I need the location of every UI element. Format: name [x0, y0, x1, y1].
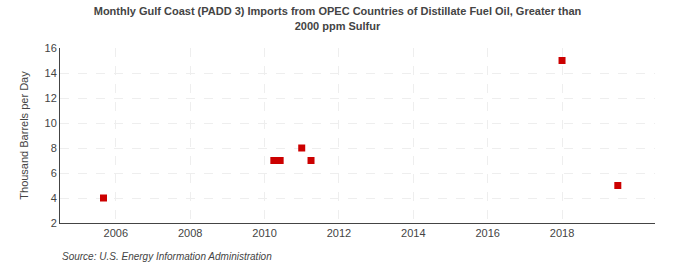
svg-text:2006: 2006 [104, 227, 128, 239]
svg-text:4: 4 [51, 192, 57, 204]
svg-text:2008: 2008 [178, 227, 202, 239]
svg-text:12: 12 [45, 92, 57, 104]
svg-text:6: 6 [51, 167, 57, 179]
svg-text:8: 8 [51, 142, 57, 154]
svg-text:Monthly Gulf Coast (PADD 3) Im: Monthly Gulf Coast (PADD 3) Imports from… [94, 5, 582, 31]
svg-text:2: 2 [51, 217, 57, 229]
svg-text:2014: 2014 [401, 227, 425, 239]
svg-text:16: 16 [45, 42, 57, 54]
svg-text:2010: 2010 [252, 227, 276, 239]
svg-text:14: 14 [45, 67, 57, 79]
svg-text:Source: U.S. Energy Informatio: Source: U.S. Energy Information Administ… [62, 251, 272, 262]
svg-text:2016: 2016 [475, 227, 499, 239]
svg-text:2018: 2018 [550, 227, 574, 239]
svg-text:Thousand Barrels per Day: Thousand Barrels per Day [18, 71, 30, 200]
svg-text:10: 10 [45, 117, 57, 129]
svg-text:2012: 2012 [327, 227, 351, 239]
